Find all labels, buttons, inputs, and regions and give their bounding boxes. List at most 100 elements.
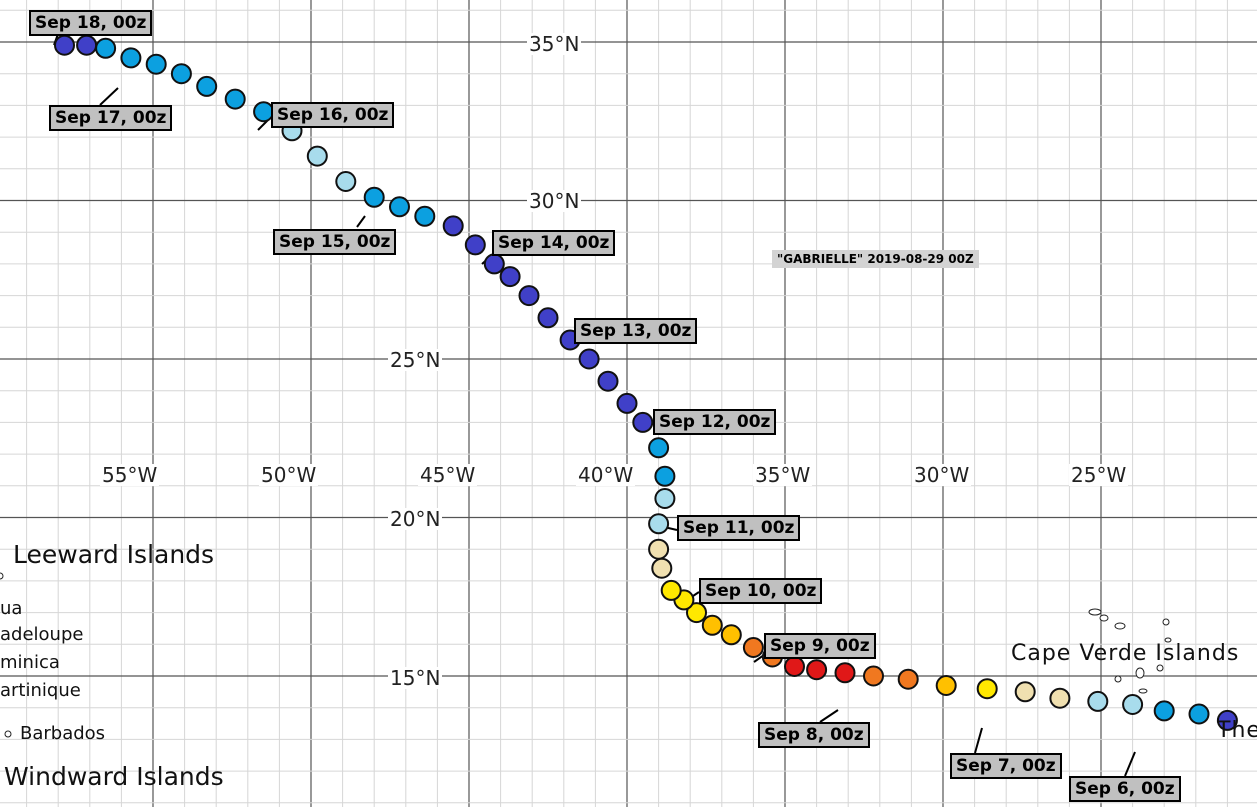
- track-point: [537, 307, 559, 329]
- place-the: The: [1217, 718, 1257, 743]
- lat-label-30n: 30°N: [527, 189, 582, 213]
- island-outline: [0, 572, 4, 580]
- island-outline: [1162, 618, 1170, 626]
- date-label-sep18: Sep 18, 00z: [29, 10, 153, 36]
- track-point: [224, 88, 246, 110]
- track-point: [1122, 694, 1144, 715]
- track-point: [686, 602, 707, 624]
- track-point: [145, 53, 167, 75]
- track-point: [597, 370, 619, 392]
- island-outline: [4, 730, 12, 738]
- island-outline: [1156, 664, 1164, 672]
- track-point: [654, 488, 676, 509]
- track-point: [648, 538, 670, 560]
- label-leader-line: [819, 709, 839, 723]
- track-point: [742, 637, 764, 658]
- place-martinique: artinique: [0, 680, 81, 701]
- lat-label-25n: 25°N: [388, 348, 443, 372]
- date-label-sep12: Sep 12, 00z: [653, 409, 777, 435]
- track-point: [1087, 690, 1109, 712]
- track-point: [897, 668, 919, 690]
- island-outline: [1164, 637, 1172, 643]
- track-point: [654, 465, 676, 487]
- date-label-sep8: Sep 8, 00z: [758, 722, 870, 748]
- track-point: [701, 614, 723, 636]
- track-point: [170, 63, 192, 85]
- label-leader-line: [974, 727, 983, 754]
- track-point: [720, 624, 742, 646]
- track-point: [483, 253, 505, 275]
- date-label-sep14: Sep 14, 00z: [492, 230, 616, 256]
- track-point: [976, 678, 998, 700]
- track-point: [76, 34, 98, 56]
- place-leeward-islands: Leeward Islands: [13, 540, 215, 569]
- track-point: [196, 75, 218, 97]
- track-point: [306, 145, 328, 167]
- track-point: [632, 411, 654, 433]
- track-point: [120, 47, 142, 69]
- date-label-sep13: Sep 13, 00z: [574, 318, 698, 344]
- track-point: [1188, 703, 1210, 725]
- place-barbados: Barbados: [20, 723, 106, 744]
- place-cape-verde-islands: Cape Verde Islands: [1011, 641, 1240, 666]
- track-point: [363, 186, 385, 208]
- track-point: [335, 171, 357, 192]
- track-point: [1049, 687, 1071, 709]
- track-point: [389, 196, 410, 218]
- island-outline: [1114, 622, 1126, 630]
- lon-label-35w: 35°W: [753, 463, 813, 487]
- track-point: [1014, 681, 1036, 703]
- track-point: [935, 675, 957, 696]
- date-label-sep11: Sep 11, 00z: [677, 515, 801, 541]
- lat-label-35n: 35°N: [527, 32, 582, 56]
- track-point: [518, 285, 540, 307]
- track-point: [414, 205, 436, 227]
- lon-label-50w: 50°W: [259, 463, 319, 487]
- track-point: [651, 557, 673, 579]
- lon-label-55w: 55°W: [100, 463, 160, 487]
- date-label-sep10: Sep 10, 00z: [699, 578, 823, 604]
- island-outline: [1088, 608, 1102, 616]
- place-antigua: ua: [0, 598, 23, 619]
- track-point: [464, 234, 486, 256]
- island-outline: [1099, 614, 1109, 622]
- track-point: [616, 392, 638, 414]
- track-point: [648, 513, 670, 535]
- lat-label-20n: 20°N: [388, 507, 443, 531]
- island-outline: [1114, 675, 1122, 683]
- lon-label-30w: 30°W: [912, 463, 972, 487]
- track-point: [499, 266, 521, 288]
- lon-label-40w: 40°W: [576, 463, 636, 487]
- date-label-sep15: Sep 15, 00z: [273, 229, 397, 255]
- lat-label-15n: 15°N: [388, 666, 443, 690]
- track-point: [578, 348, 600, 370]
- track-point: [834, 662, 856, 684]
- track-point: [54, 34, 75, 56]
- track-point: [660, 579, 682, 601]
- place-dominica: minica: [0, 652, 60, 673]
- track-point: [863, 665, 884, 687]
- track-point: [442, 215, 464, 237]
- track-point: [784, 656, 805, 677]
- place-guadeloupe: adeloupe: [0, 624, 84, 645]
- date-label-sep9: Sep 9, 00z: [764, 633, 876, 659]
- storm-name-label: "GABRIELLE" 2019-08-29 00Z: [772, 250, 979, 268]
- label-leader-line: [356, 215, 366, 228]
- lon-label-45w: 45°W: [418, 463, 478, 487]
- track-point: [1216, 709, 1238, 731]
- date-label-sep7: Sep 7, 00z: [950, 753, 1062, 779]
- label-leader-line: [99, 87, 119, 106]
- date-label-sep6: Sep 6, 00z: [1069, 776, 1181, 802]
- track-point: [806, 659, 828, 681]
- place-windward-islands: Windward Islands: [4, 762, 224, 791]
- track-point: [1153, 700, 1175, 722]
- track-point: [648, 437, 670, 459]
- island-outline: [1138, 688, 1148, 694]
- label-leader-line: [1124, 751, 1136, 777]
- date-label-sep17: Sep 17, 00z: [49, 105, 173, 131]
- lon-label-25w: 25°W: [1069, 463, 1129, 487]
- track-point: [95, 37, 117, 59]
- island-outline: [1135, 667, 1145, 679]
